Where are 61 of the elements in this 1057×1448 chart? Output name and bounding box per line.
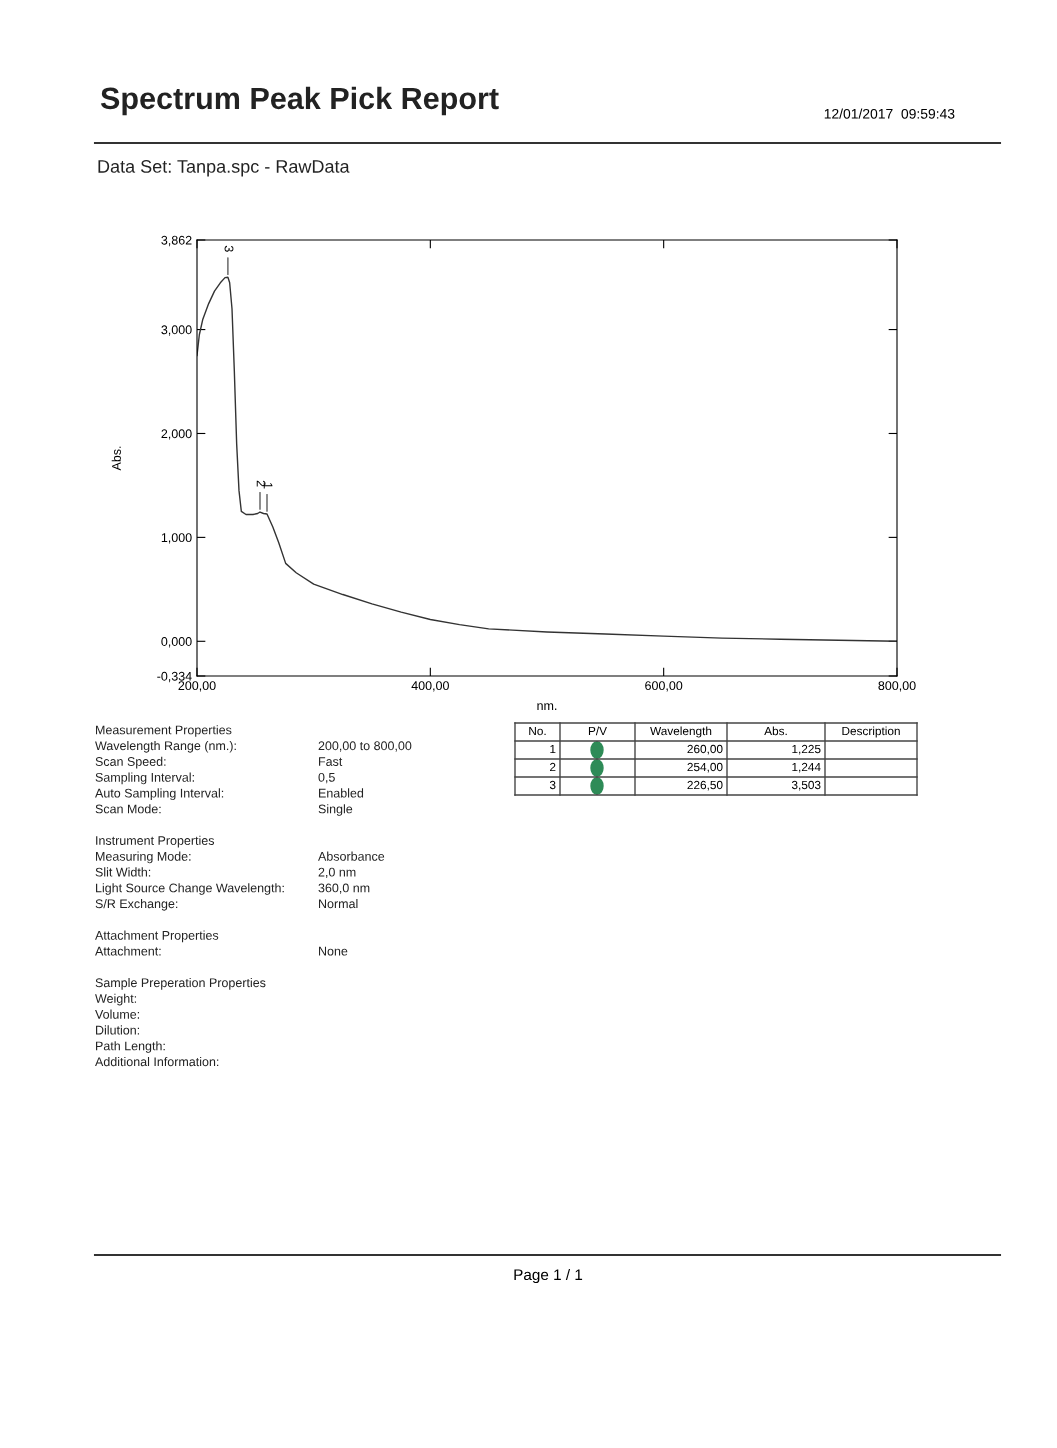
y-tick-label: 0,000 (161, 637, 192, 648)
text: 0,5 (318, 772, 335, 784)
y-tick-label: 3,000 (161, 325, 192, 336)
text: Dilution: (96, 1025, 140, 1035)
text: Enabled (319, 788, 364, 798)
text: 226,50 (687, 780, 723, 791)
text: Slit Width: (95, 867, 151, 877)
line-series (197, 276, 897, 642)
text: Single (318, 804, 353, 816)
text: Measuring Mode: (96, 851, 191, 864)
chart-title: Spectrum Peak Pick Report (100, 86, 499, 116)
text: 1,244 (792, 762, 821, 773)
text: Sampling Interval: (95, 772, 194, 785)
text: Page 1 / 1 (514, 1268, 583, 1284)
text: Absorbance (318, 851, 385, 861)
text: No. (529, 726, 546, 736)
y-tick-label: 3,862 (161, 235, 192, 247)
text: Additional Information: (95, 1056, 219, 1067)
text: Auto Sampling Interval: (95, 788, 224, 801)
text: Instrument Properties (96, 835, 215, 848)
text: 3 (549, 780, 556, 790)
text: P/V (588, 726, 607, 736)
text: Light Source Change Wavelength: (96, 883, 284, 895)
text: Attachment: (95, 946, 161, 956)
text: Wavelength Range (nm.): (95, 740, 236, 753)
x-tick-label: 800,00 (878, 681, 916, 692)
x-tick-label: 400,00 (411, 681, 449, 692)
text: Measurement Properties (96, 725, 232, 737)
text: None (319, 946, 348, 956)
x-tick-label: 600,00 (645, 681, 683, 692)
text: Path Length: (96, 1041, 165, 1053)
text: Attachment Properties (95, 930, 219, 943)
text: 254,00 (687, 762, 723, 773)
text: Sample Preperation Properties (95, 977, 266, 990)
text: Scan Mode: (95, 804, 161, 814)
y-tick-label: -0,334 (157, 671, 192, 683)
text: 360,0 nm (318, 883, 370, 894)
text: 1 (550, 744, 556, 754)
annotation: 3 (224, 245, 234, 252)
text: Wavelength (650, 726, 712, 738)
text: Normal (319, 898, 358, 909)
text: 3,503 (791, 780, 821, 791)
x-axis-title: nm. (537, 703, 557, 710)
text: 260,00 (687, 744, 723, 755)
text: 1,225 (792, 744, 821, 755)
text: Weight: (95, 993, 137, 1006)
chart-subtitle: Data Set: Tanpa.spc - RawData (98, 160, 350, 177)
text: 2 (550, 762, 556, 772)
text: Fast (319, 757, 343, 766)
x-tick-label: 200,00 (178, 681, 216, 692)
text: S/R Exchange: (95, 898, 178, 911)
text: Abs. (764, 726, 787, 736)
text: Description (842, 726, 900, 738)
text: 2,0 nm (318, 867, 356, 879)
text: Scan Speed: (95, 756, 166, 769)
y-tick-label: 2,000 (161, 429, 192, 440)
text: Volume: (95, 1009, 140, 1019)
y-axis-title: Abs. (111, 446, 121, 471)
y-tick-label: 1,000 (161, 533, 192, 544)
text: 200,00 to 800,00 (318, 741, 412, 752)
text: 12/01/2017 09:59:43 (824, 108, 955, 119)
